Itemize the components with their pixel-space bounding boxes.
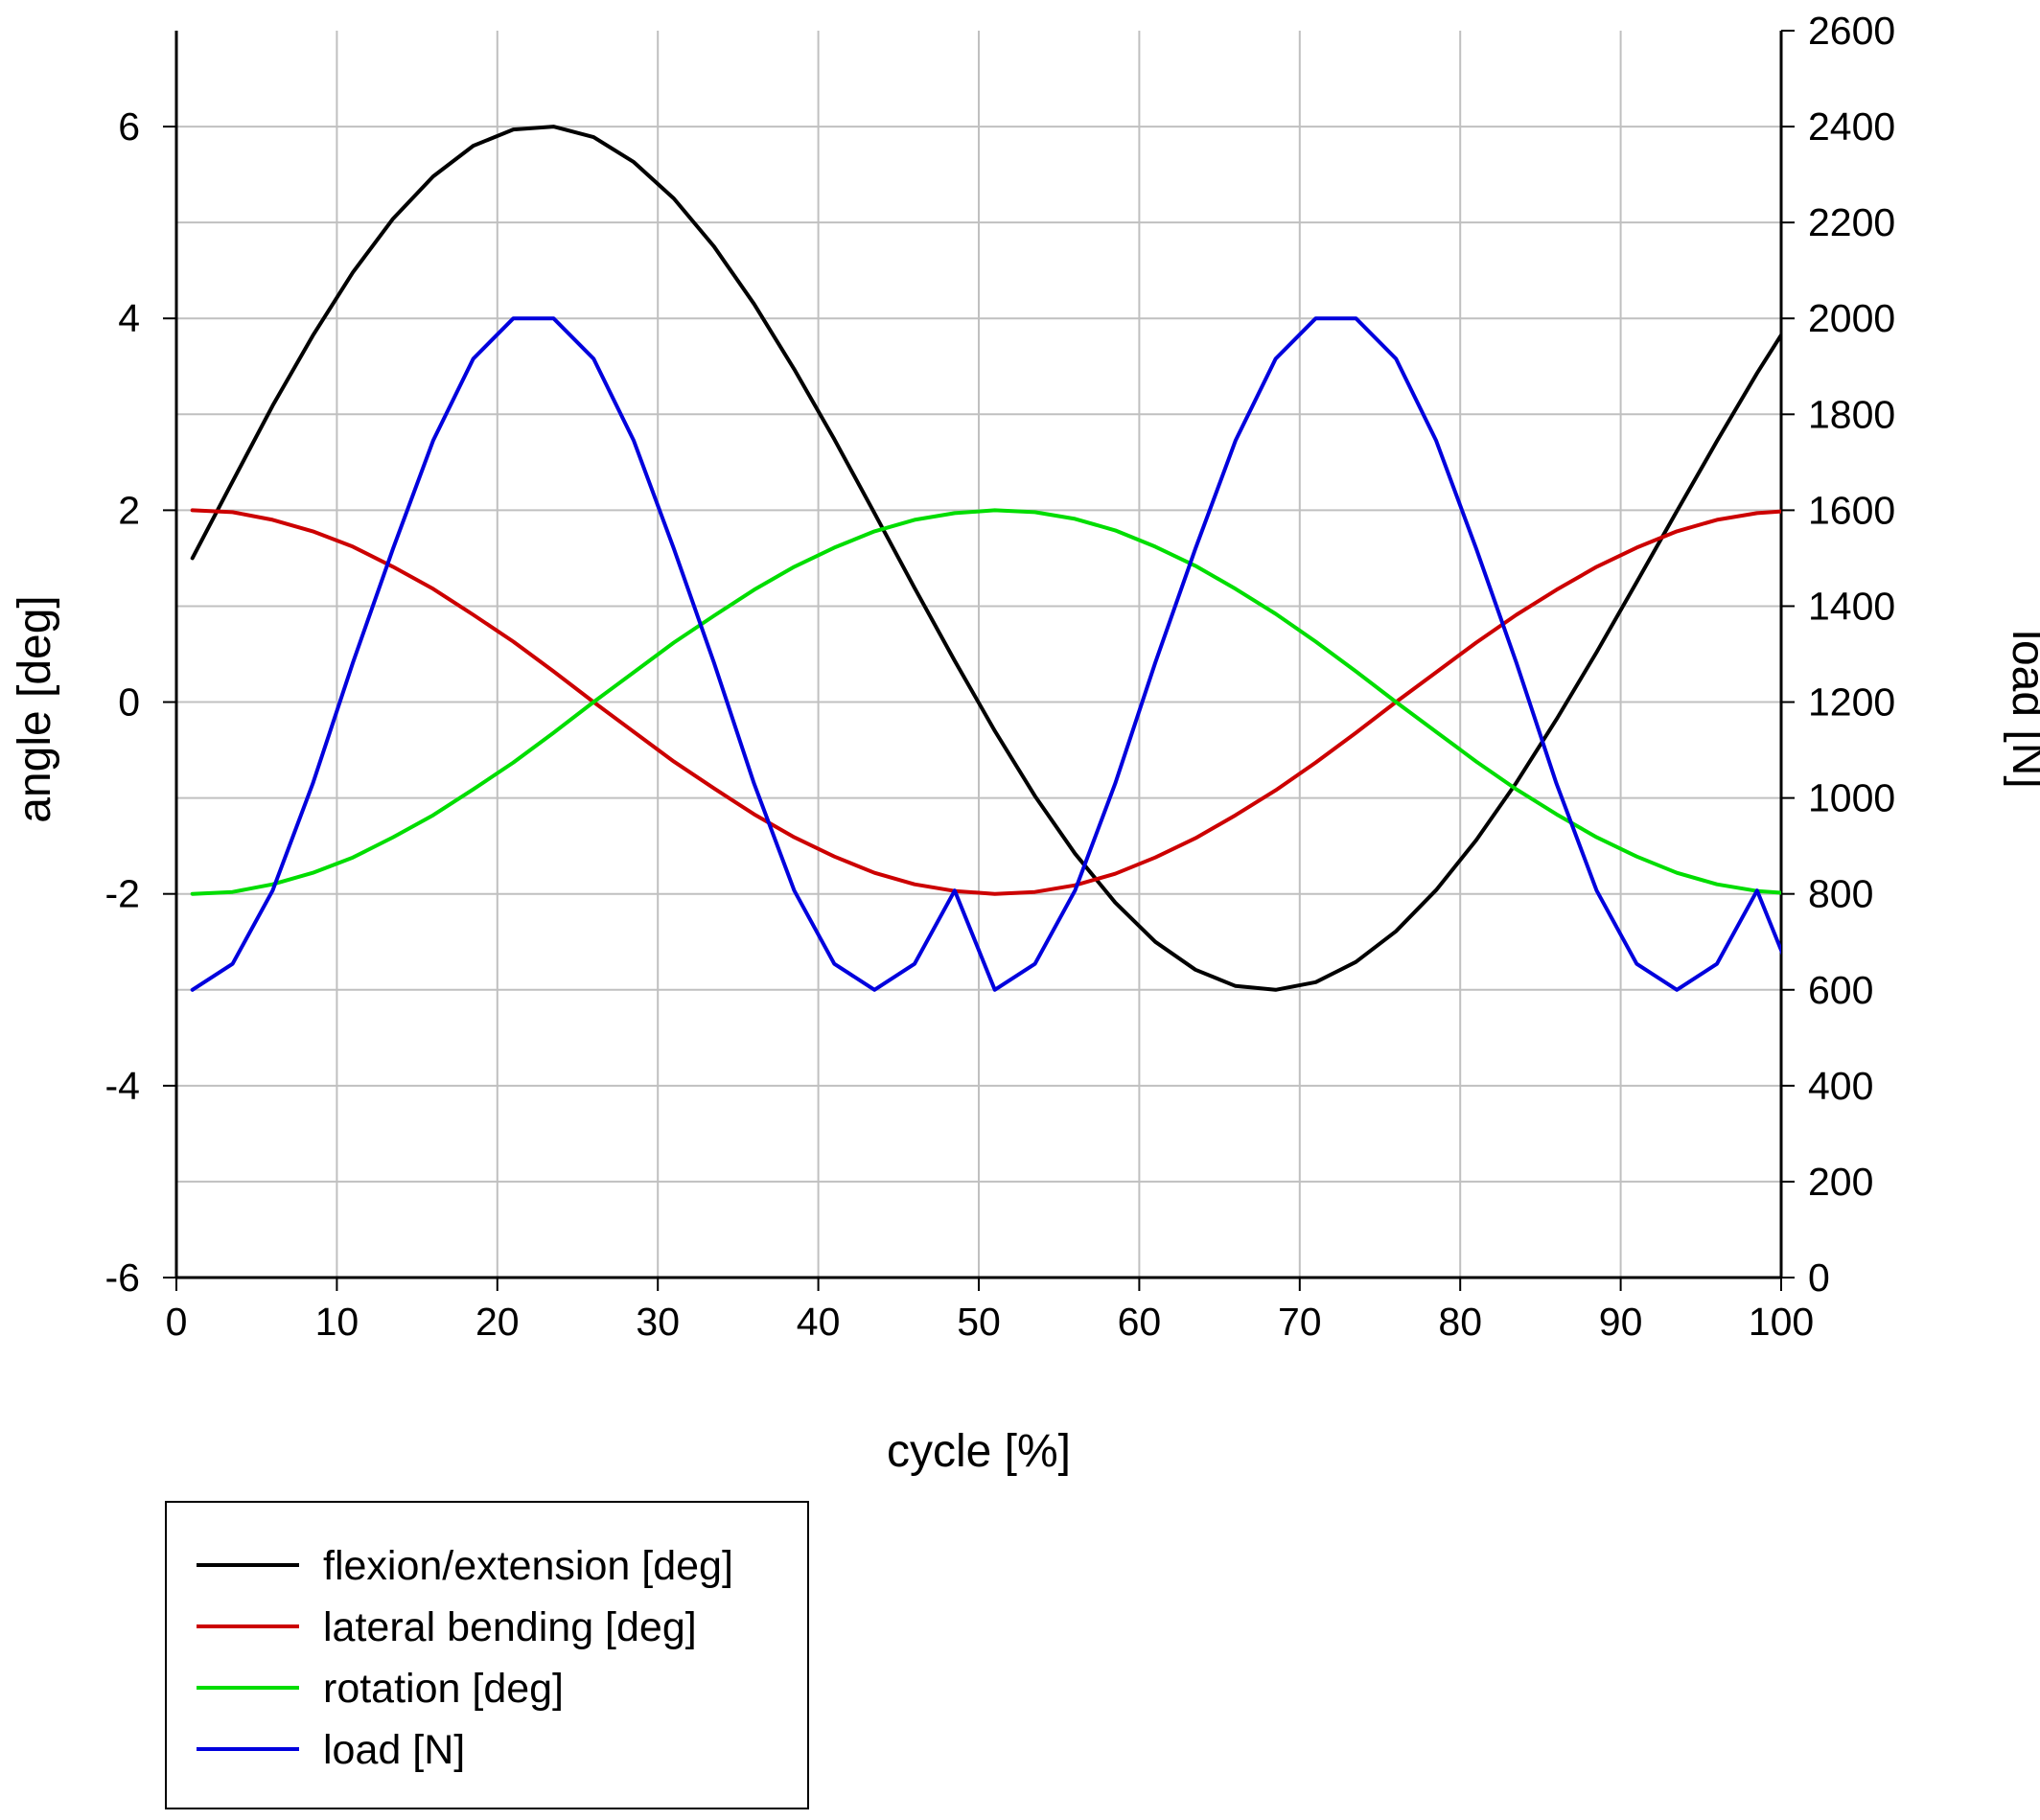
series-line-flexionextension xyxy=(190,125,1781,992)
y-tick-label: -6 xyxy=(105,1256,140,1300)
y-tick-label: -4 xyxy=(105,1064,140,1108)
y2-tick-label: 0 xyxy=(1808,1256,1830,1300)
grid xyxy=(176,31,1781,1278)
y2-tick-label: 1200 xyxy=(1808,680,1895,725)
x-tick-label: 60 xyxy=(1118,1300,1162,1344)
y-axis-title: angle [deg] xyxy=(10,595,60,823)
series-line-rotation xyxy=(190,508,1781,896)
y2-tick-label: 1800 xyxy=(1808,392,1895,436)
legend-label-lateral: lateral bending [deg] xyxy=(323,1604,697,1650)
y-tick-label: 4 xyxy=(118,296,140,340)
y2-tick-label: 1600 xyxy=(1808,488,1895,532)
x-tick-label: 40 xyxy=(797,1300,841,1344)
y2-axis-ticks: 0 200 400 600 800 1000 1200 1400 1600 1800 2000 220… xyxy=(1781,9,1895,1300)
x-tick-label: 10 xyxy=(315,1300,359,1344)
x-tick-label: 20 xyxy=(475,1300,520,1344)
x-tick-label: 50 xyxy=(957,1300,1001,1344)
y2-axis-title: load [N] xyxy=(2003,630,2040,788)
x-tick-label: 90 xyxy=(1599,1300,1643,1344)
legend-label-flexionextension: flexion/extension [deg] xyxy=(323,1543,733,1589)
y2-tick-label: 2400 xyxy=(1808,104,1895,149)
legend: flexion/extension [deg] lateral bending [… xyxy=(165,1501,809,1809)
series-line-lateral xyxy=(190,508,1781,896)
x-tick-label: 80 xyxy=(1438,1300,1482,1344)
y-tick-label: -2 xyxy=(105,872,140,916)
series-line-load xyxy=(190,316,1781,992)
y2-tick-label: 200 xyxy=(1808,1160,1873,1204)
x-tick-label: 30 xyxy=(636,1300,680,1344)
x-axis-ticks: 0 10 20 30 40 50 60 70 80 90 100 xyxy=(166,1278,1814,1344)
x-axis-title: cycle [%] xyxy=(887,1426,1071,1477)
y2-tick-label: 1400 xyxy=(1808,584,1895,628)
y-tick-label: 0 xyxy=(118,680,140,725)
x-tick-label: 70 xyxy=(1278,1300,1322,1344)
y-tick-label: 6 xyxy=(118,104,140,149)
y2-tick-label: 600 xyxy=(1808,968,1873,1012)
y2-tick-label: 1000 xyxy=(1808,776,1895,820)
y2-tick-label: 2000 xyxy=(1808,296,1895,340)
series-lines xyxy=(190,125,1781,992)
x-tick-label: 100 xyxy=(1749,1300,1814,1344)
x-tick-label: 0 xyxy=(166,1300,188,1344)
legend-box xyxy=(165,1501,809,1809)
y-tick-label: 2 xyxy=(118,488,140,532)
y2-tick-label: 800 xyxy=(1808,872,1873,916)
legend-items: flexion/extension [deg] lateral bending [… xyxy=(197,1543,733,1773)
y2-tick-label: 400 xyxy=(1808,1064,1873,1108)
y2-tick-label: 2600 xyxy=(1808,9,1895,53)
legend-label-load: load [N] xyxy=(323,1727,465,1773)
y2-tick-label: 2200 xyxy=(1808,200,1895,244)
y-axis-ticks: -6 -4 -2 0 2 4 6 xyxy=(105,104,176,1300)
legend-label-rotation: rotation [deg] xyxy=(323,1666,564,1712)
